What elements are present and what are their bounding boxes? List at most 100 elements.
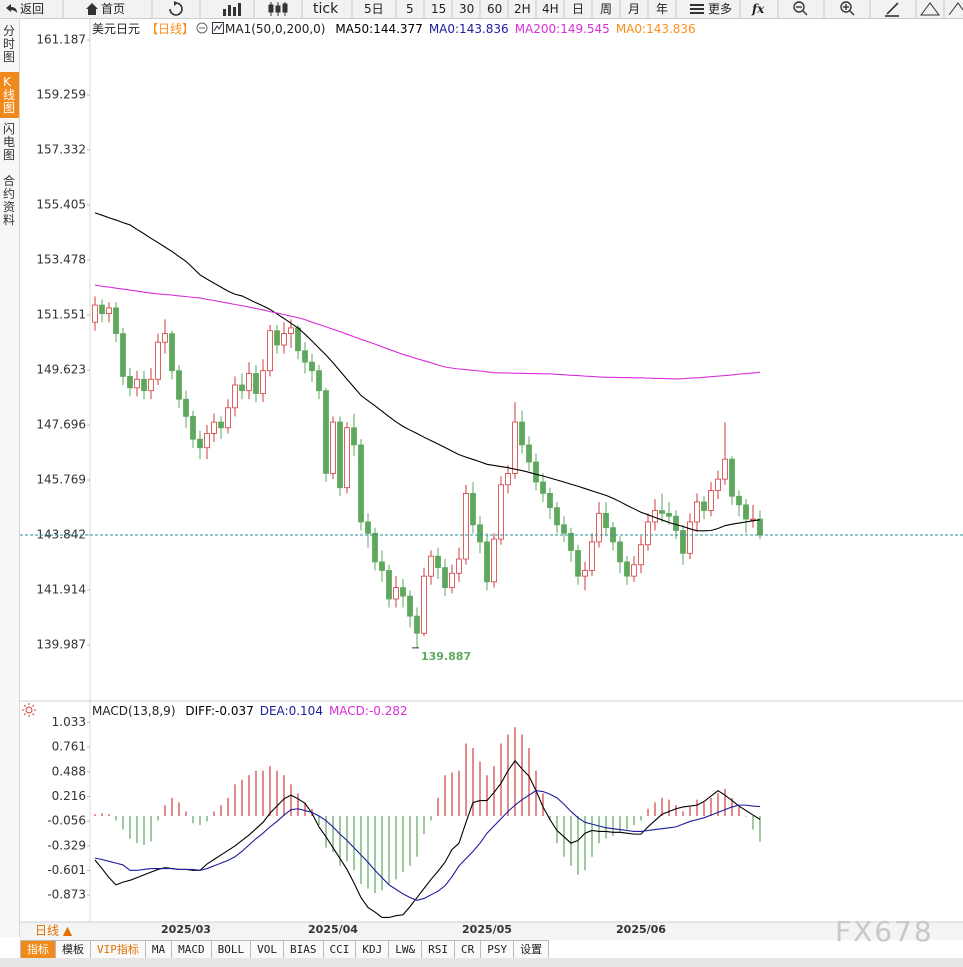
- candle-body: [561, 524, 567, 534]
- toolbar-item[interactable]: 返回: [20, 2, 45, 16]
- macd-bar: [360, 816, 362, 884]
- macd-bar: [94, 814, 96, 816]
- candle-body: [540, 481, 546, 494]
- tab[interactable]: LW&: [389, 940, 423, 959]
- candle-body: [512, 421, 518, 474]
- candle-icon[interactable]: [268, 2, 288, 16]
- candle-body: [113, 307, 119, 335]
- zoom-in-icon[interactable]: [840, 1, 855, 16]
- toolbar-item[interactable]: tick: [313, 1, 339, 17]
- toolbar-item[interactable]: 60: [487, 2, 503, 16]
- tab[interactable]: 指标: [20, 940, 56, 959]
- macd-bar: [122, 816, 124, 830]
- toolbar-item[interactable]: 日: [572, 2, 585, 16]
- candle-body: [463, 493, 469, 560]
- candle-body: [477, 524, 483, 543]
- candle-body: [407, 595, 413, 617]
- pen-icon[interactable]: [885, 2, 899, 17]
- tab[interactable]: CR: [455, 940, 482, 959]
- tab[interactable]: CCI: [323, 940, 357, 959]
- tab[interactable]: PSY: [481, 940, 515, 959]
- toolbar-item[interactable]: 周: [600, 2, 613, 16]
- sidebar: 分时图 K线图 闪电图 合约资料: [0, 19, 20, 937]
- candle-body: [120, 333, 126, 377]
- macd-bar: [451, 772, 453, 816]
- tab[interactable]: VIP指标: [91, 940, 146, 959]
- tab[interactable]: RSI: [422, 940, 455, 959]
- toolbar-item[interactable]: 5日: [364, 2, 384, 16]
- zoom-out-icon[interactable]: [793, 1, 808, 16]
- y-tick-label: 0.488: [52, 764, 86, 778]
- macd-bar: [150, 816, 152, 842]
- toolbar-item[interactable]: 30: [459, 2, 475, 16]
- indicator-icon[interactable]: [212, 22, 225, 34]
- tab[interactable]: MA: [145, 940, 173, 959]
- toolbar-item[interactable]: 15: [431, 2, 447, 16]
- settings-icon[interactable]: [196, 22, 208, 34]
- sidebar-item[interactable]: 闪电图: [3, 122, 16, 162]
- macd-bar: [619, 816, 621, 833]
- price-legend: 美元日元 【日线】 MA1(50,0,200,0) MA50:144.377 MA0:…: [92, 22, 702, 36]
- candle-body: [736, 495, 742, 506]
- period-button[interactable]: 日线 ▲: [35, 924, 73, 938]
- tab[interactable]: BIAS: [284, 940, 324, 959]
- tab[interactable]: KDJ: [356, 940, 390, 959]
- macd-bar: [577, 816, 579, 875]
- candle-body: [435, 555, 441, 568]
- macd-bar: [703, 802, 705, 816]
- macd-bar: [409, 816, 411, 866]
- back-icon[interactable]: [6, 4, 17, 13]
- candle-body: [582, 570, 588, 577]
- bar-icon[interactable]: [223, 3, 241, 16]
- menu-icon[interactable]: [690, 4, 704, 14]
- toolbar-item[interactable]: 年: [656, 2, 669, 16]
- tab[interactable]: MACD: [172, 940, 212, 959]
- y-tick-label: 161.187: [36, 33, 86, 47]
- sidebar-item[interactable]: K线图: [0, 72, 19, 118]
- candle-body: [554, 507, 560, 526]
- home-icon[interactable]: [86, 3, 98, 15]
- candle-body: [204, 433, 210, 449]
- candle-body: [274, 330, 280, 346]
- candle-body: [155, 341, 161, 380]
- line-series: [94, 759, 761, 919]
- candle-body: [645, 521, 651, 546]
- candle-body: [659, 510, 665, 514]
- macd-bar: [668, 799, 670, 816]
- triangle-icon-2[interactable]: [948, 2, 963, 16]
- sidebar-item[interactable]: 合约资料: [3, 174, 16, 227]
- macd-bar: [549, 816, 551, 821]
- candle-body: [442, 567, 448, 588]
- candle-body: [106, 307, 112, 315]
- x-tick-label: 2025/03: [161, 923, 211, 936]
- macd-bar: [661, 797, 663, 816]
- macd-bar: [696, 799, 698, 816]
- toolbar-item[interactable]: 首页: [101, 2, 126, 16]
- chart: 日线 ▲ 161.187 159.259 157.332 155.405 153.478…: [20, 19, 963, 940]
- sidebar-item[interactable]: 分时图: [3, 24, 16, 64]
- candle-body: [456, 558, 462, 574]
- toolbar-item[interactable]: 4H: [542, 2, 559, 16]
- macd-bar: [675, 805, 677, 816]
- toolbar-item[interactable]: fx: [752, 2, 765, 16]
- tab[interactable]: 设置: [514, 940, 550, 959]
- refresh-icon[interactable]: [169, 2, 183, 16]
- tab[interactable]: VOL: [251, 940, 284, 959]
- candle-body: [267, 330, 273, 372]
- candle-body: [302, 350, 308, 363]
- toolbar-item[interactable]: 更多: [708, 2, 733, 16]
- triangle-icon[interactable]: [920, 2, 940, 16]
- toolbar-item[interactable]: 5: [406, 2, 414, 16]
- toolbar-item[interactable]: 2H: [514, 2, 531, 16]
- tab[interactable]: BOLL: [211, 940, 252, 959]
- macd-bar: [738, 806, 740, 816]
- candle-body: [596, 512, 602, 543]
- macd-bar: [164, 805, 166, 816]
- tab[interactable]: 模板: [56, 940, 91, 959]
- macd-bar: [136, 816, 138, 844]
- toolbar-item[interactable]: 月: [628, 2, 641, 16]
- macd-bar: [346, 816, 348, 862]
- y-tick-label: -0.601: [47, 863, 86, 877]
- macd-bar: [227, 797, 229, 816]
- macd-bar: [129, 816, 131, 839]
